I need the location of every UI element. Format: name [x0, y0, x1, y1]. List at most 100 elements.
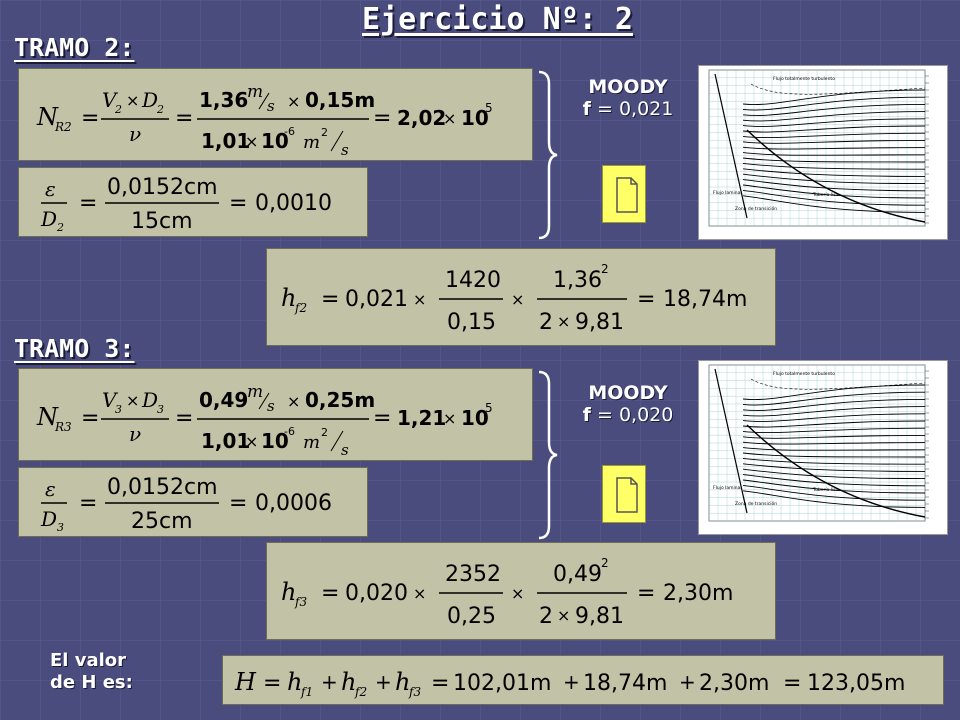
svg-text:×: × — [511, 290, 524, 309]
svg-text:h: h — [395, 668, 410, 696]
moody-roughness-curve — [742, 132, 926, 139]
svg-text:0,15m: 0,15m — [305, 88, 375, 112]
svg-text:0,15: 0,15 — [447, 310, 496, 335]
moody-roughness-curve — [742, 391, 926, 406]
moody-smooth-pipe-curve — [746, 129, 926, 223]
svg-text:15cm: 15cm — [131, 209, 193, 234]
moody-roughness-curve — [742, 189, 926, 206]
svg-text:+: + — [375, 670, 392, 694]
tramo3-moody-result: MOODY f = 0,020 — [560, 382, 696, 426]
svg-text:m: m — [247, 382, 263, 402]
moody-roughness-curve — [742, 463, 926, 472]
moody-roughness-curve — [742, 195, 926, 213]
svg-text:0,25m: 0,25m — [305, 388, 375, 412]
tramo3-document-icon[interactable] — [602, 465, 646, 523]
moody-roughness-curve — [742, 490, 926, 508]
moody-roughness-curve — [742, 413, 926, 422]
svg-text:102,01m: 102,01m — [453, 671, 551, 696]
moody-roughness-curve — [742, 484, 926, 501]
svg-text:ε: ε — [45, 477, 56, 501]
svg-text:2: 2 — [321, 126, 328, 139]
svg-text:2: 2 — [114, 103, 122, 116]
moody-label-transition: Zona de transición — [735, 500, 777, 507]
tramo3-roughness-equation: ε D 3 = 0,0152cm 25cm = 0,0006 — [40, 475, 332, 534]
svg-text:18,74m: 18,74m — [663, 287, 747, 312]
moody-laminar-curve — [714, 73, 748, 219]
moody-roughness-curve — [742, 162, 926, 170]
svg-text:2: 2 — [56, 221, 64, 234]
tramo2-document-icon[interactable] — [602, 165, 646, 223]
moody-roughness-curve — [742, 447, 926, 451]
tramo3-headloss-box: h f3 = 0,020 × 2352 0,25 × 0,49 2 2 × 9,… — [266, 542, 776, 640]
tramo3-reynolds-equation: N R3 = V 3 × D 3 ν = 0,49 m s × 0,25m 1,… — [36, 382, 493, 459]
svg-text:0,020: 0,020 — [345, 581, 408, 606]
svg-text:1420: 1420 — [445, 268, 501, 293]
tramo2-headloss-box: h f2 = 0,021 × 1420 0,15 × 1,36 2 2 × 9,… — [266, 248, 776, 346]
svg-text:×: × — [245, 432, 258, 451]
svg-text:1,21: 1,21 — [397, 406, 446, 430]
svg-text:f2: f2 — [294, 301, 307, 315]
moody-label-smooth: Tubería lisa — [812, 486, 839, 493]
moody-roughness-curve — [742, 474, 926, 487]
moody-roughness-curve — [742, 384, 926, 400]
tramo2-moody-label: MOODY — [588, 76, 668, 98]
svg-text:R3: R3 — [54, 420, 72, 434]
svg-text:h: h — [287, 668, 302, 696]
moody-roughness-curve — [742, 427, 926, 434]
svg-text:m: m — [247, 82, 263, 102]
tramo3-moody-label: MOODY — [588, 382, 668, 404]
svg-text:10: 10 — [461, 406, 489, 430]
moody-roughness-curve — [742, 441, 926, 445]
svg-text:×: × — [557, 312, 570, 331]
svg-text:D: D — [141, 388, 158, 412]
svg-text:×: × — [126, 91, 139, 110]
svg-text:+: + — [563, 670, 580, 694]
moody-laminar-curve — [714, 368, 748, 514]
svg-text:f3: f3 — [294, 595, 307, 609]
svg-text:=: = — [321, 581, 339, 606]
moody-transition-boundary — [750, 378, 926, 390]
moody-roughness-curve — [742, 434, 926, 439]
moody-roughness-curve — [742, 452, 926, 458]
svg-text:9,81: 9,81 — [575, 604, 624, 629]
moody-transition-boundary — [750, 83, 926, 95]
moody-roughness-curve — [742, 457, 926, 465]
moody-roughness-curve — [742, 406, 926, 417]
svg-text:=: = — [81, 106, 99, 131]
tramo3-moody-diagram-graphic: Flujo totalmente turbulento Flujo laminar… — [708, 364, 929, 522]
svg-text:2: 2 — [321, 426, 328, 439]
svg-text:×: × — [126, 391, 139, 410]
svg-text:N: N — [36, 403, 59, 431]
moody-roughness-curve — [742, 96, 926, 111]
svg-text:=: = — [79, 191, 97, 216]
svg-text:ν: ν — [129, 422, 141, 446]
tramo2-headloss-equation: h f2 = 0,021 × 1420 0,15 × 1,36 2 2 × 9,… — [281, 262, 747, 335]
svg-text:D: D — [141, 88, 158, 112]
svg-text:0,021: 0,021 — [345, 287, 408, 312]
svg-text:f3: f3 — [408, 685, 421, 699]
tramo3-roughness-box: ε D 3 = 0,0152cm 25cm = 0,0006 — [18, 467, 368, 537]
moody-roughness-curve — [742, 184, 926, 199]
svg-text:0,0152cm: 0,0152cm — [107, 175, 218, 200]
moody-roughness-curve — [742, 118, 926, 127]
total-label: El valor de H es: — [50, 650, 133, 693]
svg-text:=: = — [175, 106, 193, 131]
svg-text:×: × — [557, 606, 570, 625]
svg-text:2,02: 2,02 — [397, 106, 446, 130]
tramo3-heading: TRAMO 3: — [14, 334, 135, 363]
moody-smooth-pipe-curve — [746, 424, 926, 518]
svg-text:=: = — [431, 671, 449, 696]
svg-text:s: s — [267, 97, 275, 115]
svg-text:s: s — [267, 397, 275, 415]
moody-roughness-curve — [742, 125, 926, 133]
moody-roughness-curve — [742, 146, 926, 150]
svg-text:+: + — [321, 670, 338, 694]
svg-text:×: × — [511, 584, 524, 603]
svg-text:10: 10 — [461, 106, 489, 130]
tramo3-f-label: f — [582, 404, 591, 426]
moody-roughness-curve — [742, 398, 926, 411]
svg-text:×: × — [413, 584, 426, 603]
svg-text:2,30m: 2,30m — [663, 581, 733, 606]
svg-text:×: × — [287, 92, 300, 111]
svg-text:×: × — [443, 109, 456, 128]
